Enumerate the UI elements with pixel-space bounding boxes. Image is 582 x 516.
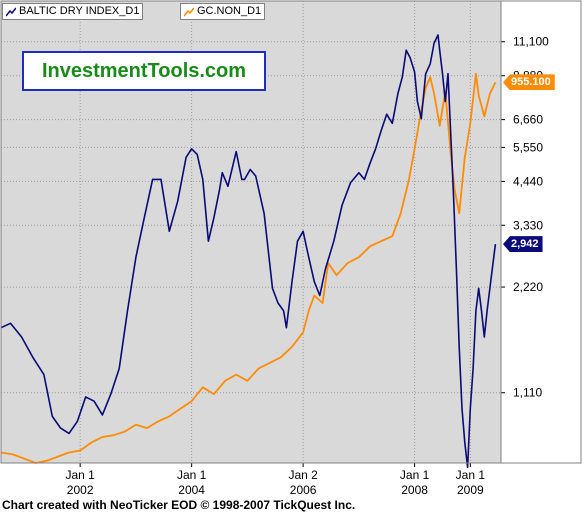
- x-tick-label-year: 2009: [457, 483, 484, 497]
- baltic-last-value-badge: 2,942: [503, 236, 543, 253]
- legend-gold-label: GC.NON_D1: [197, 5, 262, 17]
- series-layer: [0, 34, 497, 469]
- plot-border: [0, 0, 582, 464]
- gold-swatch-icon: [183, 7, 195, 17]
- y-tick-label: 5,550: [513, 140, 543, 154]
- gold-last-value-badge: 955.100: [503, 74, 555, 91]
- y-tick-label: 6,660: [513, 113, 543, 127]
- y-tick-label: 1,110: [513, 386, 542, 400]
- y-tick-label: 2,220: [513, 280, 543, 294]
- x-tick-label-year: 2002: [67, 483, 94, 497]
- x-tick-label-date: Jan 2: [288, 468, 318, 482]
- legend-baltic-label: BALTIC DRY INDEX_D1: [19, 5, 140, 17]
- footer-credit: Chart created with NeoTicker EOD © 1998-…: [2, 498, 356, 512]
- y-axis: 1,1102,2203,3304,4405,5506,6608,88011,10…: [501, 35, 549, 400]
- x-tick-label-date: Jan 1: [400, 468, 430, 482]
- gold-price-line: [0, 72, 497, 464]
- x-tick-label-date: Jan 1: [177, 468, 207, 482]
- x-tick-label-year: 2006: [290, 483, 317, 497]
- baltic-swatch-icon: [5, 7, 17, 17]
- x-tick-label-date: Jan 1: [456, 468, 486, 482]
- x-tick-label-year: 2008: [401, 483, 428, 497]
- y-tick-label: 11,100: [513, 35, 549, 49]
- y-tick-label: 4,440: [513, 174, 543, 188]
- baltic-dry-index-line: [0, 34, 497, 469]
- x-tick-label-year: 2004: [178, 483, 205, 497]
- y-tick-label: 3,330: [513, 218, 543, 232]
- brand-logo: InvestmentTools.com: [22, 51, 266, 91]
- legend-baltic: BALTIC DRY INDEX_D1: [2, 3, 144, 20]
- x-tick-label-date: Jan 1: [65, 468, 95, 482]
- legend-gold: GC.NON_D1: [180, 3, 266, 20]
